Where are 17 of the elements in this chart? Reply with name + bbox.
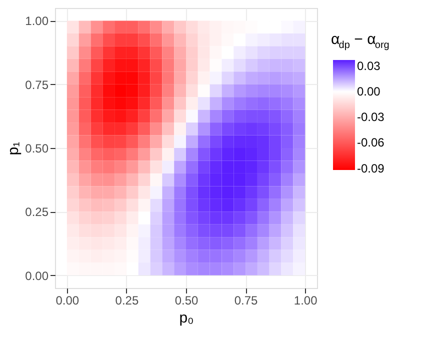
color-bar-label: 0.00 (357, 84, 381, 99)
color-bar-label: 0.03 (357, 58, 381, 73)
color-bar-label: -0.09 (357, 161, 385, 176)
color-bar-label: -0.06 (357, 136, 385, 150)
x-axis-title: p₀ (179, 310, 194, 326)
y-tick-label: 0.50 (25, 142, 49, 156)
y-tick-label: 1.00 (25, 14, 49, 28)
x-tick-label: 0.50 (174, 294, 198, 308)
x-tick-label: 1.00 (294, 294, 318, 308)
x-tick-label: 0.25 (115, 294, 139, 308)
y-tick-label: 0.75 (25, 78, 49, 92)
y-axis-title: p₁ (5, 142, 22, 156)
y-tick-label: 0.00 (25, 268, 49, 283)
color-bar-label: -0.03 (357, 110, 385, 124)
y-tick-label: 0.25 (25, 205, 49, 220)
x-tick-label: 0.75 (234, 294, 258, 308)
x-tick-label: 0.00 (56, 294, 80, 308)
